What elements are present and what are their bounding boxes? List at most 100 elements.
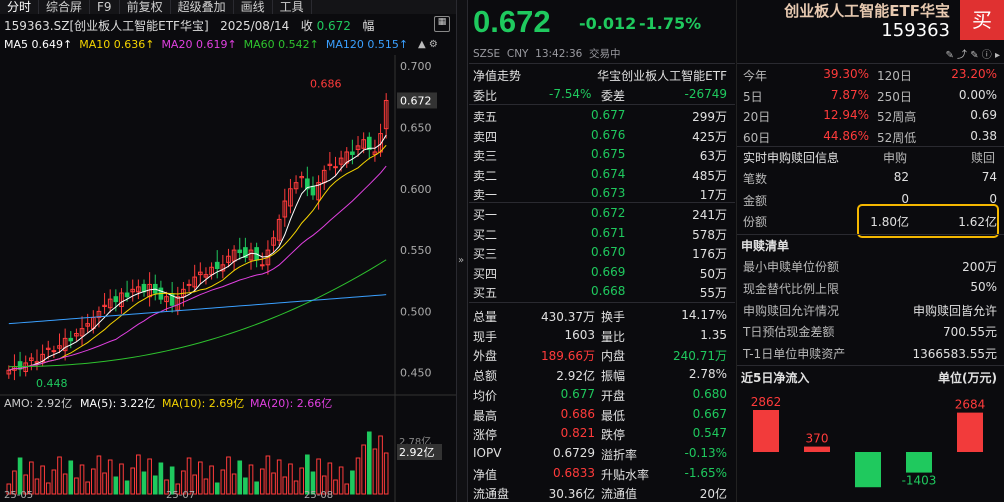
divider — [737, 234, 1004, 235]
ma10-value: MA10 0.636↑ — [79, 38, 155, 51]
volume-bar — [310, 471, 316, 495]
candle-body — [124, 292, 130, 298]
candle-body — [288, 188, 293, 207]
book-row[interactable]: 卖一 0.673 17万 — [469, 183, 735, 204]
volume-bar — [175, 483, 181, 495]
last-price-label: 0.672 — [400, 94, 432, 107]
book-row[interactable]: 买四 0.669 50万 — [469, 262, 735, 283]
volume-bar — [29, 461, 34, 495]
amp-label: 幅 — [362, 19, 375, 33]
stat-label: 开盘 — [601, 388, 626, 403]
candle-body — [265, 249, 271, 266]
stat-row: 总额 2.92亿 振幅 2.78% — [469, 364, 735, 385]
chevron-icon[interactable]: ▸ — [994, 50, 1000, 61]
book-row[interactable]: 买二 0.671 578万 — [469, 223, 735, 244]
y-tick-label: 0.600 — [400, 183, 432, 196]
price-change-pct: -1.75% — [639, 14, 702, 33]
volume-bar — [338, 466, 344, 495]
candle-body — [366, 136, 372, 151]
tab-forward-adjust[interactable]: 前复权 — [120, 0, 171, 14]
nav-trend-label[interactable]: 净值走势 — [473, 69, 522, 83]
kline-chart[interactable]: 0.700 0.650 0.600 0.550 0.500 0.450 0.686 0.448… — [0, 55, 456, 502]
book-row[interactable]: 卖二 0.674 485万 — [469, 164, 735, 185]
volume-bar — [164, 479, 169, 495]
book-volume: 578万 — [692, 227, 727, 242]
book-volume: 176万 — [692, 247, 727, 261]
volume-bar — [192, 474, 197, 495]
chart-settings-icon[interactable]: ▦ — [434, 16, 450, 32]
divider — [469, 202, 735, 203]
pin-icon[interactable]: ✎ — [970, 50, 979, 61]
fund-code: 159363 — [881, 20, 950, 41]
high-label: 0.686 — [310, 77, 342, 90]
book-price: 0.674 — [591, 166, 626, 181]
share-icon[interactable]: ⤴ — [957, 50, 968, 61]
ma-legend: MA5 0.649↑ MA10 0.636↑ MA20 0.619↑ MA60 … — [4, 38, 408, 51]
x-tick-label: 25-08 — [304, 490, 333, 501]
tab-draw[interactable]: 画线 — [234, 0, 273, 14]
volume-legend: MA(20): 2.66亿 — [250, 397, 332, 410]
candle-body — [119, 292, 124, 308]
candle-body — [34, 361, 40, 364]
subscribe-value: 82 — [893, 170, 909, 184]
book-row[interactable]: 卖五 0.677 299万 — [469, 105, 735, 126]
stat-label: 净值 — [473, 467, 498, 482]
ma-line — [8, 134, 387, 371]
low-label: 0.448 — [36, 377, 68, 390]
tab-overview[interactable]: 综合屏 — [39, 0, 91, 14]
book-level-label: 买五 — [473, 286, 498, 300]
webi-value: -7.54% — [549, 87, 592, 101]
book-volume: 485万 — [692, 168, 727, 183]
subscribe-row: 笔数 82 74 — [737, 167, 1004, 188]
tab-f9[interactable]: F9 — [90, 0, 120, 14]
volume-bar — [6, 483, 12, 495]
book-row[interactable]: 卖四 0.676 425万 — [469, 125, 735, 146]
list-row: 申购赎回允许情况 申购赎回皆允许 — [737, 299, 1004, 320]
volume-bar — [321, 475, 327, 495]
nav-row: 净值走势 华宝创业板人工智能ETF — [469, 64, 735, 85]
book-row[interactable]: 卖三 0.675 63万 — [469, 144, 735, 165]
flow-title: 近5日净流入 — [741, 371, 810, 385]
perf-label: 52周低 — [877, 130, 917, 145]
book-price: 0.670 — [591, 245, 626, 259]
volume-bar — [12, 470, 17, 495]
tab-overlay[interactable]: 超级叠加 — [171, 0, 234, 14]
y-tick-label: 0.450 — [400, 367, 432, 380]
stat-value: 0.680 — [692, 386, 727, 401]
edit-icon[interactable]: ✎ — [945, 50, 954, 61]
tab-tools[interactable]: 工具 — [273, 0, 312, 14]
perf-value: 0.38 — [970, 128, 997, 143]
volume-bar — [350, 470, 355, 495]
subscribe-value: 0 — [901, 191, 909, 206]
stat-value: 14.17% — [681, 308, 727, 322]
panel-divider[interactable]: » — [456, 0, 468, 502]
perf-label: 52周高 — [877, 110, 917, 124]
volume-last-label: 2.92亿 — [399, 446, 435, 459]
collapse-icon[interactable]: ▲ ⚙ — [418, 39, 438, 50]
stat-value: 2.78% — [688, 367, 727, 382]
divider — [469, 104, 735, 105]
webi-row: 委比 -7.54% 委差 -26749 — [469, 84, 735, 105]
book-row[interactable]: 买三 0.670 176万 — [469, 242, 735, 263]
flow-header: 近5日净流入 单位(万元) — [737, 366, 1004, 387]
candle-body — [271, 237, 276, 246]
divider — [737, 63, 1004, 64]
book-row[interactable]: 买五 0.668 55万 — [469, 281, 735, 302]
list-value: 50% — [970, 279, 997, 294]
buy-button[interactable]: 买 — [960, 0, 1004, 40]
tab-intraday[interactable]: 分时 — [0, 0, 40, 14]
security-name: 159363.SZ[创业板人工智能ETF华宝] — [4, 19, 209, 33]
info-icon[interactable]: ⓘ — [981, 50, 992, 61]
book-price: 0.671 — [591, 225, 626, 240]
book-row[interactable]: 买一 0.672 241万 — [469, 203, 735, 224]
volume-bar — [68, 460, 74, 495]
stat-value: 0.686 — [560, 406, 595, 421]
y-tick-label: 0.550 — [400, 244, 432, 257]
expand-icon[interactable]: » — [458, 255, 465, 266]
subscribe-header: 实时申购赎回信息 申购 赎回 — [737, 146, 1004, 167]
redeem-value: 0 — [989, 191, 997, 206]
volume-bar — [355, 457, 361, 495]
candle-body — [282, 200, 288, 218]
chart-tabs: 分时 综合屏 F9 前复权 超级叠加 画线 工具 — [0, 0, 456, 14]
candle-body — [186, 283, 192, 286]
